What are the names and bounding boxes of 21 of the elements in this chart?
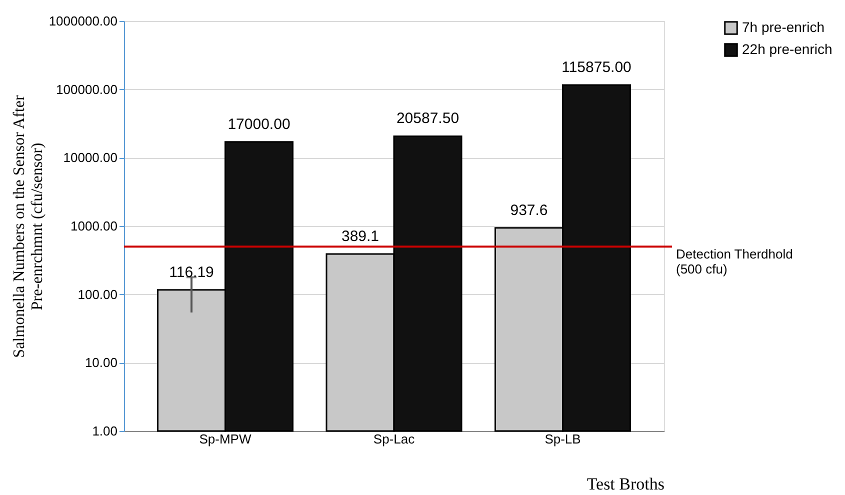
x-tick-label: Sp-LB (544, 432, 581, 446)
data-label: 937.6 (510, 202, 548, 219)
y-tick-label: 1000000.00 (48, 14, 118, 28)
y-tick-label: 100.00 (78, 286, 118, 302)
data-label: 17000.00 (228, 116, 290, 133)
data-label: 116.19 (169, 264, 214, 281)
y-tick-label: 10.00 (84, 355, 118, 370)
y-tick-label: 1000.00 (70, 218, 118, 234)
y-tick-label: 100000.00 (56, 82, 118, 97)
y-tick-label: 1.00 (92, 424, 118, 438)
x-axis-title: Test Broths (586, 474, 664, 494)
data-label: 389.1 (341, 228, 380, 246)
y-tick-label: 10000.00 (63, 150, 118, 166)
legend-label: 22h pre-enrich (742, 41, 832, 57)
data-label: 115875.00 (562, 58, 632, 76)
x-tick-label: Sp-MPW (199, 432, 252, 446)
y-axis-title: Salmonella Numbers on the Sensor After Pre-enrchmnt (cfu/sensor) (10, 94, 46, 358)
x-tick-label: Sp-Lac (373, 432, 416, 446)
ref-line-label: Detection Therdhold (500 cfu) (676, 246, 793, 277)
legend-label: 7h pre-enrich (742, 19, 824, 35)
data-label: 20587.50 (396, 110, 460, 128)
